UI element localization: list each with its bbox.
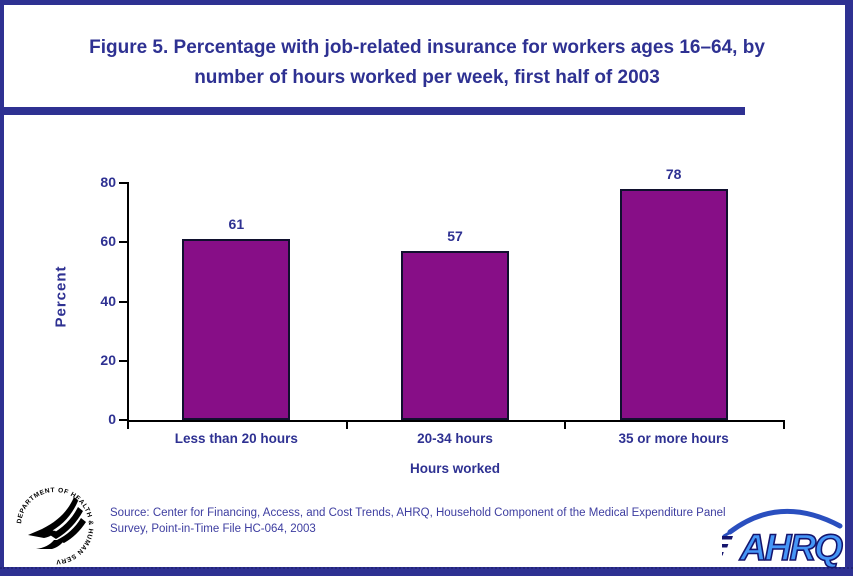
y-tick-mark <box>119 241 127 244</box>
right-border <box>845 0 853 576</box>
bar-value-label: 61 <box>228 216 245 233</box>
left-border <box>0 0 4 576</box>
x-tick-mark <box>564 421 567 429</box>
y-axis-title: Percent <box>52 265 70 328</box>
figure-title: Figure 5. Percentage with job-related in… <box>89 37 765 88</box>
y-tick-label: 40 <box>100 292 116 309</box>
bottom-band <box>0 567 853 576</box>
y-tick-label: 60 <box>100 233 116 250</box>
y-axis-line <box>127 182 129 422</box>
category-label: 35 or more hours <box>618 431 729 446</box>
source-note: Source: Center for Financing, Access, an… <box>110 507 726 535</box>
bar-value-label: 57 <box>447 228 463 245</box>
bar-1 <box>182 239 291 420</box>
title-underline <box>4 107 745 115</box>
ahrq-swoosh-dash-icon <box>722 531 731 538</box>
category-label: 20-34 hours <box>417 431 493 446</box>
hhs-eagle-icon <box>28 497 86 549</box>
x-axis-title: Hours worked <box>409 461 501 476</box>
y-tick-mark <box>119 182 127 184</box>
bar-3 <box>619 188 728 420</box>
bar-2 <box>401 251 509 420</box>
bar-value-label: 78 <box>665 165 682 182</box>
y-tick-mark <box>119 300 127 303</box>
ahrq-swoosh-icon <box>727 508 843 535</box>
hhs-seal-logo: DEPARTMENT OF HEALTH & HUMAN SERVICES · … <box>8 485 93 565</box>
x-tick-mark <box>345 421 348 429</box>
ahrq-logo: AHRQ <box>722 508 846 569</box>
x-tick-mark <box>783 421 785 429</box>
y-tick-label: 80 <box>100 174 116 190</box>
x-tick-mark <box>127 421 129 429</box>
y-tick-mark <box>119 359 127 362</box>
y-tick-label: 20 <box>100 351 116 368</box>
ahrq-speedlines-icon <box>722 536 733 556</box>
top-border <box>0 0 853 5</box>
y-tick-label: 0 <box>108 411 116 427</box>
ahrq-logo-text: AHRQ <box>739 527 843 568</box>
y-tick-mark <box>119 419 127 421</box>
category-label: Less than 20 hours <box>174 431 298 446</box>
x-axis-line <box>127 420 785 422</box>
